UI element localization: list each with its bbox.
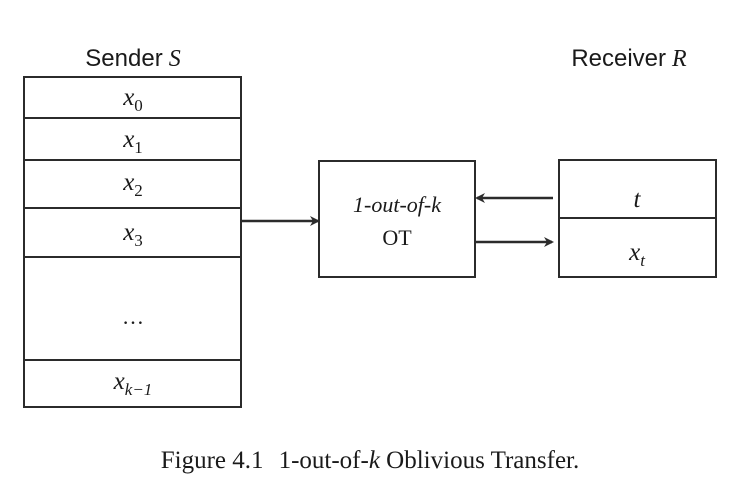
receiver-cell-t: t (634, 186, 642, 213)
sender-label: Sender (85, 45, 162, 72)
receiver-symbol: R (671, 46, 687, 72)
sender-cell-xk-1: xk−1 (113, 368, 153, 399)
caption-prefix: Figure 4.1 (161, 447, 263, 474)
receiver-header: Receiver R (571, 45, 687, 72)
sender-cell-x1: x1 (122, 126, 143, 157)
sender-symbol: S (169, 46, 181, 72)
receiver-label: Receiver (571, 45, 666, 72)
sender-cell-x0: x0 (122, 84, 143, 115)
sender-table (23, 76, 242, 408)
sender-cell-ellipsis: … (122, 304, 144, 329)
ot-label-line2: OT (382, 225, 412, 250)
figure-caption: Figure 4.1 1-out-of-k Oblivious Transfer. (161, 447, 580, 474)
sender-cell-x3: x3 (122, 219, 143, 250)
receiver-table (558, 159, 717, 278)
sender-header: Sender S (85, 45, 180, 72)
sender-cell-x2: x2 (122, 169, 143, 200)
ot-box (318, 160, 476, 278)
receiver-cell-xt: xt (628, 239, 646, 270)
ot-label-line1: 1-out-of-k (353, 192, 442, 217)
